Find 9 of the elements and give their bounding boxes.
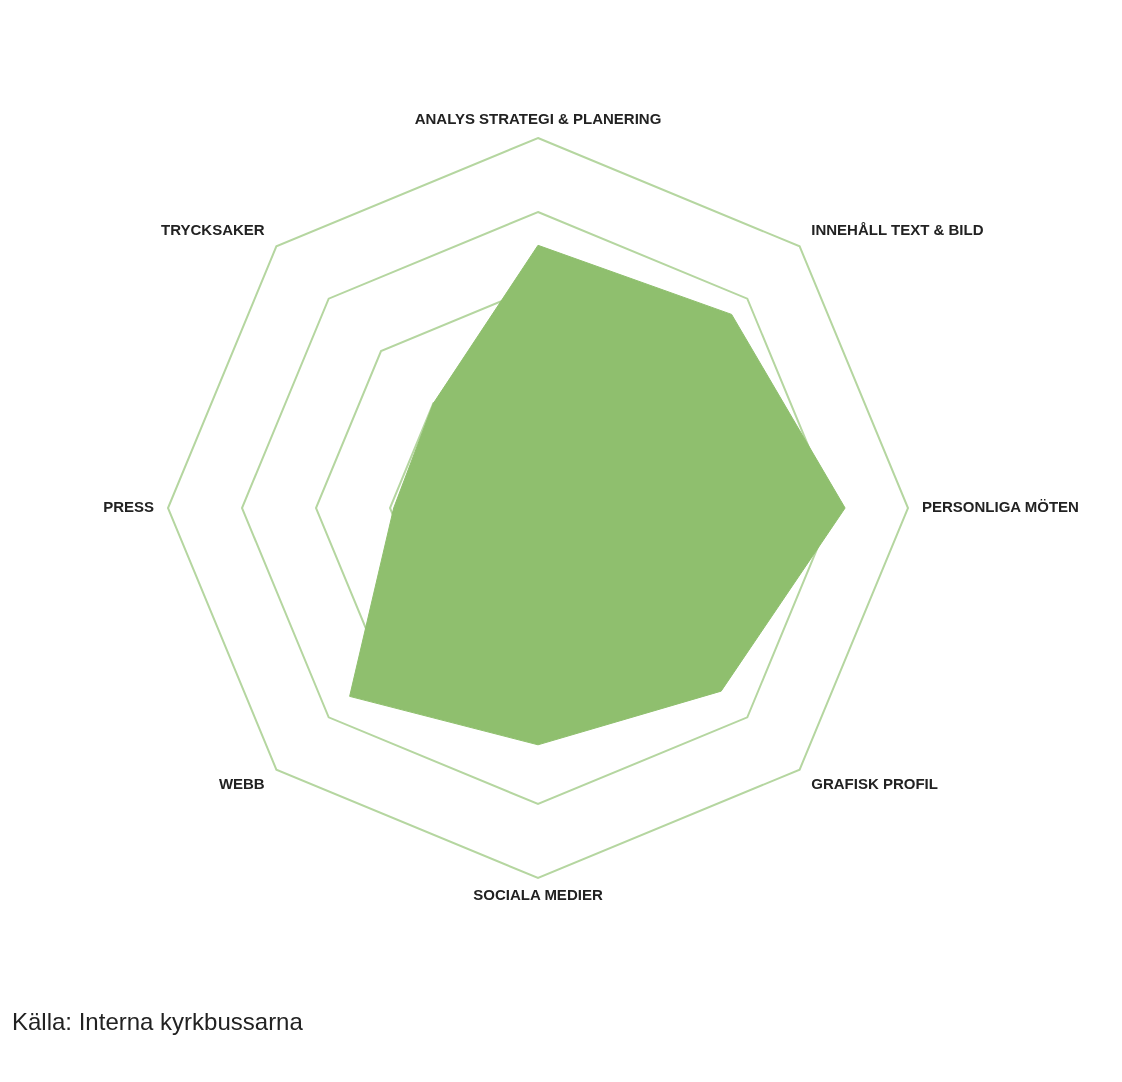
spoke-label: PERSONLIGA MÖTEN (922, 498, 1079, 515)
spoke-label: INNEHÅLL TEXT & BILD (811, 220, 984, 238)
spoke-label: ANALYS STRATEGI & PLANERING (414, 110, 662, 127)
spoke-label: GRAFISK PROFIL (811, 775, 938, 793)
spoke-label: SOCIALA MEDIER (473, 886, 603, 903)
text: Källa: Interna kyrkbussarna (12, 1008, 304, 1036)
spoke-label: TRYCKSAKER (161, 220, 265, 238)
spoke-label: PRESS (103, 498, 154, 515)
spoke-label: WEBB (218, 775, 265, 793)
